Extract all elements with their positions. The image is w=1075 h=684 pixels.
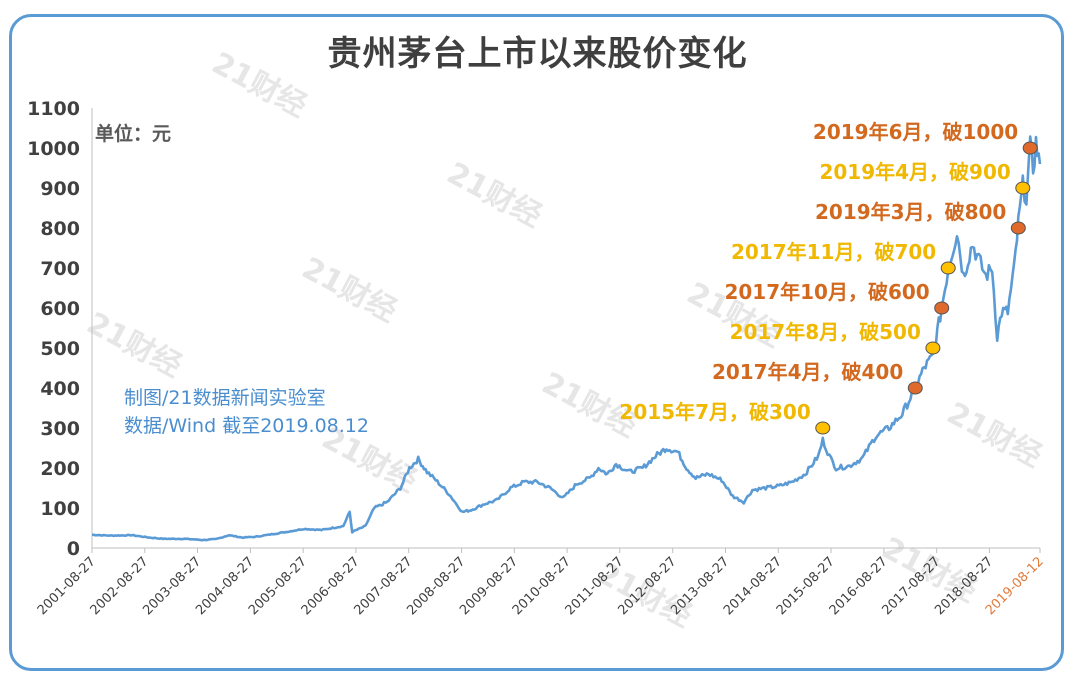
y-tick-label-9: 900 [40, 178, 80, 200]
milestone-label-4: 2017年11月，破700 [731, 240, 936, 264]
milestone-marker-7 [1022, 141, 1038, 155]
milestone-marker-1 [907, 381, 923, 395]
milestone-label-7: 2019年6月，破1000 [813, 120, 1018, 144]
y-tick-label-10: 1000 [27, 138, 80, 160]
milestone-label-2: 2017年8月，破500 [730, 320, 921, 344]
unit-label: 单位：元 [95, 123, 172, 145]
milestone-label-3: 2017年10月，破600 [724, 280, 929, 304]
credit-line-2: 数据/Wind 截至2019.08.12 [124, 415, 369, 437]
y-tick-label-2: 200 [40, 458, 80, 480]
price-series-line-0 [92, 135, 1042, 542]
milestone-marker-0 [815, 421, 831, 435]
chart-frame [9, 14, 1064, 671]
y-tick-label-5: 500 [40, 338, 80, 360]
milestone-marker-6 [1015, 181, 1031, 195]
y-tick-label-7: 700 [40, 258, 80, 280]
y-tick-label-11: 1100 [27, 98, 80, 120]
milestone-label-1: 2017年4月，破400 [712, 360, 903, 384]
y-tick-label-0: 0 [67, 538, 80, 560]
chart-title: 贵州茅台上市以来股价变化 [327, 34, 748, 74]
y-tick-label-4: 400 [40, 378, 80, 400]
y-tick-label-8: 800 [40, 218, 80, 240]
credit-line-1: 制图/21数据新闻实验室 [124, 387, 326, 409]
milestone-label-6: 2019年4月，破900 [819, 160, 1010, 184]
milestone-marker-5 [1010, 221, 1026, 235]
y-tick-label-3: 300 [40, 418, 80, 440]
milestone-marker-4 [940, 261, 956, 275]
milestone-label-0: 2015年7月，破300 [619, 400, 810, 424]
milestone-marker-2 [925, 341, 941, 355]
y-tick-label-1: 100 [40, 498, 80, 520]
milestone-marker-3 [934, 301, 950, 315]
y-tick-label-6: 600 [40, 298, 80, 320]
milestone-label-5: 2019年3月，破800 [815, 200, 1006, 224]
